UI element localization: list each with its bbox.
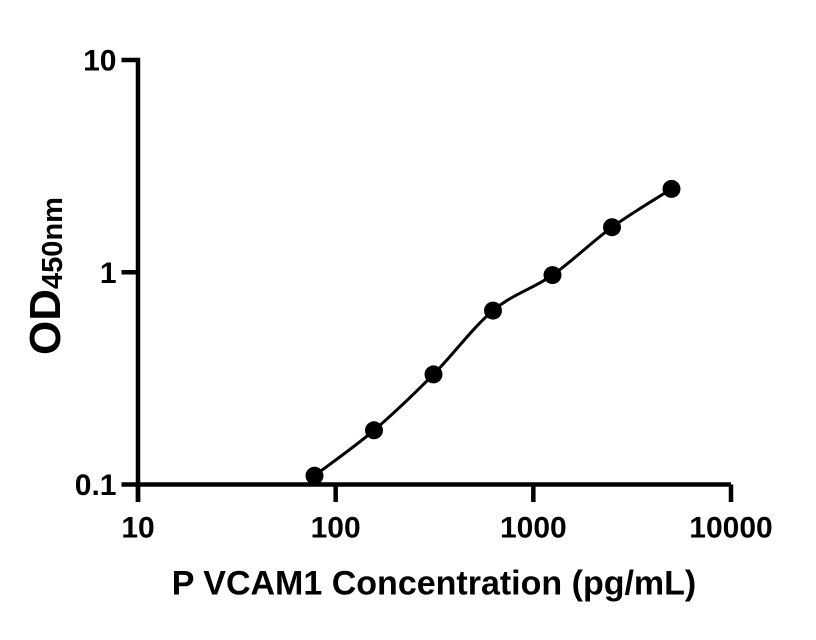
x-tick-label-10: 10: [121, 512, 154, 545]
x-axis-title: P VCAM1 Concentration (pg/mL): [171, 564, 697, 603]
x-tick-label-100: 100: [311, 512, 361, 545]
x-tick-label-10000: 10000: [689, 512, 772, 545]
x-tick-label-1000: 1000: [500, 512, 567, 545]
y-axis-title-main: OD: [21, 288, 70, 355]
data-point-6: [662, 179, 681, 198]
axes: [135, 57, 731, 502]
y-axis-title-subscript: 450nm: [37, 197, 69, 289]
y-axis-title: OD450nm: [21, 197, 71, 355]
data-point-2: [424, 365, 443, 384]
y-tick-label-10: 10: [83, 45, 116, 78]
axis-ticks: [121, 57, 734, 502]
y-tick-label-0.1: 0.1: [75, 469, 117, 502]
data-points: [305, 179, 681, 485]
data-point-5: [603, 218, 621, 237]
y-tick-label-1: 1: [100, 257, 117, 290]
data-point-1: [365, 421, 383, 440]
data-point-3: [484, 301, 502, 320]
data-point-4: [543, 266, 562, 285]
data-point-0: [305, 466, 324, 485]
